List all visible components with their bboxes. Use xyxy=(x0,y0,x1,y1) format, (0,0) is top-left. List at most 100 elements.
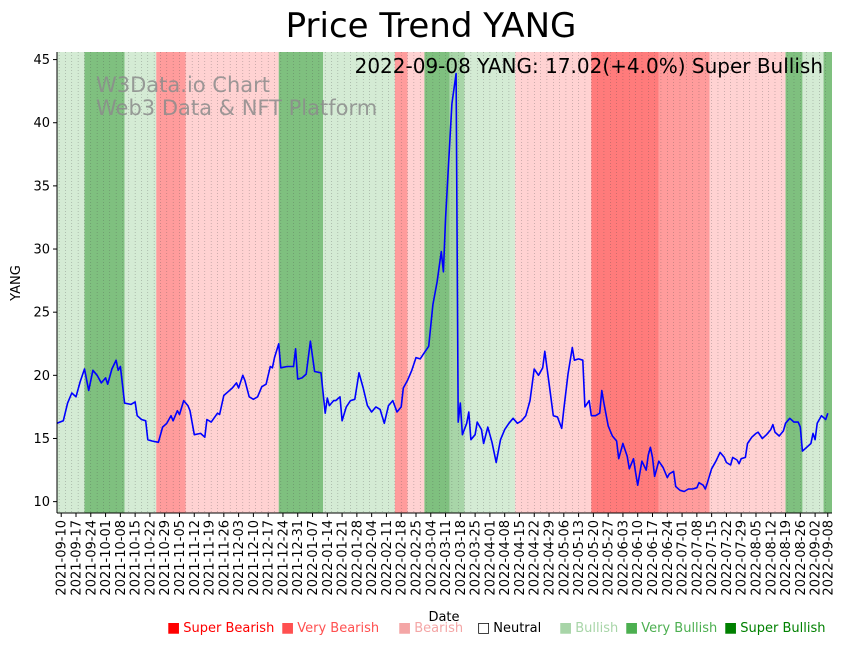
x-tick-label: 2022-03-11 xyxy=(439,520,454,596)
x-tick-label: 2022-08-19 xyxy=(779,520,794,596)
regime-band-super-bullish xyxy=(84,52,125,513)
x-tick-label: 2021-12-17 xyxy=(262,520,277,596)
legend-swatch: ■ xyxy=(724,620,738,636)
regime-band-bearish xyxy=(407,52,425,513)
x-tick-label: 2022-06-03 xyxy=(616,520,631,596)
x-tick-label: 2022-09-02 xyxy=(809,520,824,596)
y-tick-label: 40 xyxy=(33,116,50,131)
legend-item: ■ Super Bullish xyxy=(724,620,825,636)
x-tick-label: 2022-02-25 xyxy=(409,520,424,596)
x-tick-label: 2022-01-28 xyxy=(350,520,365,596)
x-tick-label: 2022-06-10 xyxy=(631,520,646,596)
regime-band-bullish xyxy=(802,52,824,513)
x-tick-label: 2021-09-17 xyxy=(70,520,85,596)
x-tick-label: 2022-03-25 xyxy=(469,520,484,596)
x-tick-label: 2021-12-31 xyxy=(291,520,306,596)
legend-swatch: ■ xyxy=(167,620,181,636)
x-tick-label: 2022-01-21 xyxy=(336,520,351,596)
y-tick-label: 15 xyxy=(33,432,50,447)
x-tick-label: 2021-12-24 xyxy=(276,520,291,596)
regime-band-bullish xyxy=(57,52,85,513)
y-tick-label: 10 xyxy=(33,495,50,510)
legend-item: ■ Bearish xyxy=(398,620,463,636)
x-tick-label: 2022-02-04 xyxy=(365,520,380,596)
x-tick-label: 2022-04-15 xyxy=(513,520,528,596)
x-tick-label: 2022-01-14 xyxy=(321,520,336,596)
y-axis-ticks: 10 15 20 25 30 35 40 45 xyxy=(33,53,57,510)
y-tick-label: 30 xyxy=(33,243,50,258)
legend-label: Bullish xyxy=(575,621,619,636)
regime-band-bearish xyxy=(709,52,786,513)
regime-band-super-bullish xyxy=(278,52,324,513)
x-tick-label: 2021-11-05 xyxy=(173,520,188,596)
x-tick-label: 2022-04-29 xyxy=(543,520,558,596)
x-tick-label: 2022-07-22 xyxy=(720,520,735,596)
x-axis-label: Date xyxy=(428,610,459,625)
price-line xyxy=(56,72,829,493)
legend-item: ■ Very Bearish xyxy=(281,620,379,636)
y-tick-label: 45 xyxy=(33,53,50,68)
legend-item: □ Neutral xyxy=(477,620,541,636)
x-tick-label: 2022-07-08 xyxy=(690,520,705,596)
legend-swatch: ■ xyxy=(281,620,295,636)
legend-swatch: ■ xyxy=(398,620,412,636)
regime-band-bearish xyxy=(185,52,279,513)
regime-band-super-bullish xyxy=(785,52,803,513)
x-tick-label: 2021-12-10 xyxy=(247,520,262,596)
legend-swatch: ■ xyxy=(559,620,573,636)
x-tick-label: 2021-09-24 xyxy=(84,520,99,596)
x-tick-label: 2022-02-18 xyxy=(395,520,410,596)
x-tick-label: 2021-10-15 xyxy=(129,520,144,596)
legend-item: ■ Super Bearish xyxy=(167,620,274,636)
x-tick-label: 2022-07-01 xyxy=(676,520,691,596)
legend-label: Very Bearish xyxy=(297,621,380,636)
x-tick-label: 2022-05-06 xyxy=(557,520,572,596)
x-tick-label: 2021-10-29 xyxy=(158,520,173,596)
x-tick-label: 2022-05-13 xyxy=(572,520,587,596)
regime-band-super-bullish xyxy=(823,52,832,513)
legend-label: Neutral xyxy=(493,621,542,636)
x-tick-label: 2022-07-29 xyxy=(735,520,750,596)
x-tick-label: 2022-05-20 xyxy=(587,520,602,596)
x-tick-label: 2021-11-19 xyxy=(203,520,218,596)
x-tick-label: 2022-03-04 xyxy=(424,520,439,596)
x-tick-label: 2021-09-10 xyxy=(55,520,70,596)
regime-band-very-bearish xyxy=(156,52,186,513)
x-tick-label: 2022-04-08 xyxy=(498,520,513,596)
x-tick-label: 2022-04-22 xyxy=(528,520,543,596)
watermark-line-2: Web3 Data & NFT Platform xyxy=(96,96,377,120)
legend-swatch: ■ xyxy=(625,620,639,636)
x-tick-label: 2021-10-22 xyxy=(143,520,158,596)
x-tick-label: 2022-06-24 xyxy=(661,520,676,596)
x-tick-label: 2022-04-01 xyxy=(483,520,498,596)
regime-band-bullish xyxy=(323,52,395,513)
legend-swatch: □ xyxy=(477,620,491,636)
regime-band-bullish xyxy=(124,52,157,513)
y-tick-label: 20 xyxy=(33,369,50,384)
legend-label: Bearish xyxy=(414,621,464,636)
y-axis-label: YANG xyxy=(9,265,24,302)
x-axis-ticks: 2021-09-10 2021-09-17 2021-09-24 2021-10-01… xyxy=(55,513,836,596)
legend-item: ■ Bullish xyxy=(559,620,618,636)
regime-band-super-bearish xyxy=(591,52,659,513)
legend-label: Super Bearish xyxy=(183,621,275,636)
x-tick-label: 2021-10-01 xyxy=(99,520,114,596)
x-tick-label: 2022-08-05 xyxy=(749,520,764,596)
x-tick-label: 2022-05-27 xyxy=(602,520,617,596)
x-tick-label: 2022-02-11 xyxy=(380,520,395,596)
chart-title: Price Trend YANG xyxy=(286,6,577,46)
x-tick-label: 2022-01-07 xyxy=(306,520,321,596)
x-tick-label: 2021-11-12 xyxy=(188,520,203,596)
x-tick-label: 2022-07-15 xyxy=(705,520,720,596)
x-tick-label: 2022-08-12 xyxy=(764,520,779,596)
x-tick-label: 2021-12-03 xyxy=(232,520,247,596)
legend-label: Very Bullish xyxy=(641,621,718,636)
x-tick-label: 2022-03-18 xyxy=(454,520,469,596)
watermark-line-1: W3Data.io Chart xyxy=(96,73,270,97)
x-tick-label: 2021-10-08 xyxy=(114,520,129,596)
y-tick-label: 25 xyxy=(33,306,50,321)
price-series xyxy=(56,72,829,493)
y-tick-label: 35 xyxy=(33,179,50,194)
regime-band-very-bearish xyxy=(394,52,408,513)
